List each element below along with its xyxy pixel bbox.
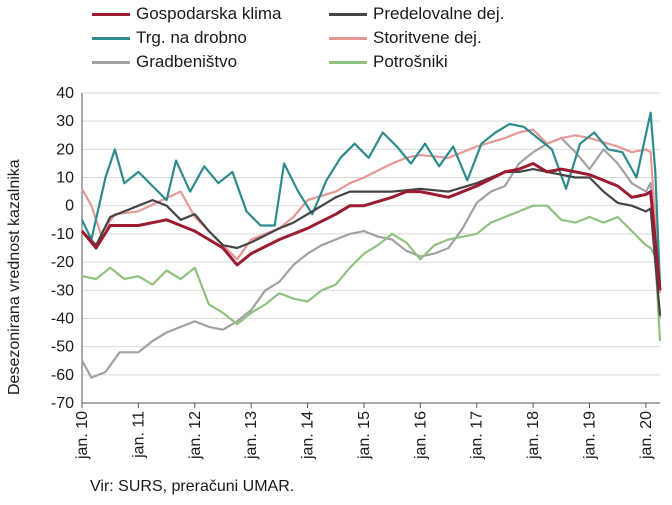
series-line-trg-na-drobno: [81, 111, 662, 285]
x-tick-label: jan. 18: [525, 411, 542, 460]
legend-item-gospodarska-klima: Gospodarska klima: [92, 4, 282, 24]
legend-label: Trg. na drobno: [136, 28, 247, 47]
legend-swatch: [92, 60, 130, 64]
legend-swatch: [329, 60, 367, 64]
series-line-gradbeni-tvo: [81, 137, 662, 379]
legend-item-predelovalne-dej: Predelovalne dej.: [329, 4, 504, 24]
legend-label: Gradbeništvo: [136, 52, 238, 71]
x-tick-label: jan. 14: [300, 411, 317, 460]
y-tick-label: -30: [51, 282, 74, 299]
legend-label: Predelovalne dej.: [373, 4, 505, 23]
series-line-potro-niki: [81, 204, 662, 342]
y-tick-label: -40: [51, 310, 74, 327]
series-line-predelovalne-dej-: [81, 168, 662, 316]
source-note: Vir: SURS, preračuni UMAR.: [90, 478, 295, 495]
x-tick-label: jan. 19: [582, 411, 599, 460]
legend-swatch: [329, 12, 367, 16]
x-tick-label: jan. 13: [243, 411, 260, 460]
y-tick-label: -60: [51, 367, 74, 384]
y-tick-label: 10: [56, 170, 74, 187]
y-tick-label: 40: [56, 85, 74, 102]
y-tick-label: -50: [51, 339, 74, 356]
legend-label: Gospodarska klima: [136, 4, 282, 23]
y-tick-label: 20: [56, 141, 74, 158]
series-line-storitvene-dej-: [81, 128, 662, 294]
x-tick-label: jan. 17: [469, 411, 486, 460]
y-tick-label: -70: [51, 395, 74, 412]
y-axis-title: Desezonirana vrednost kazalnika: [6, 159, 23, 395]
y-tick-label: -10: [51, 226, 74, 243]
legend-label: Potrošniki: [373, 52, 448, 71]
y-tick-label: 0: [65, 198, 74, 215]
x-tick-label: jan. 11: [130, 411, 147, 459]
x-tick-label: jan. 12: [187, 411, 204, 460]
legend-label: Storitvene dej.: [373, 28, 482, 47]
y-tick-label: 30: [56, 113, 74, 130]
legend-swatch: [329, 36, 367, 40]
x-tick-label: jan. 10: [74, 411, 91, 460]
legend-item-storitvene-dej: Storitvene dej.: [329, 28, 482, 48]
legend-swatch: [92, 36, 130, 40]
series-line-gospodarska-klima: [80, 162, 662, 291]
y-tick-label: -20: [51, 254, 74, 271]
legend-item-gradbenistvo: Gradbeništvo: [92, 52, 237, 72]
x-tick-label: jan. 15: [356, 411, 373, 460]
legend-item-trg-na-drobno: Trg. na drobno: [92, 28, 247, 48]
legend-swatch: [92, 12, 130, 16]
x-tick-label: jan. 20: [638, 411, 655, 460]
x-tick-label: jan. 16: [412, 411, 429, 460]
legend-item-potrosniki: Potrošniki: [329, 52, 448, 72]
